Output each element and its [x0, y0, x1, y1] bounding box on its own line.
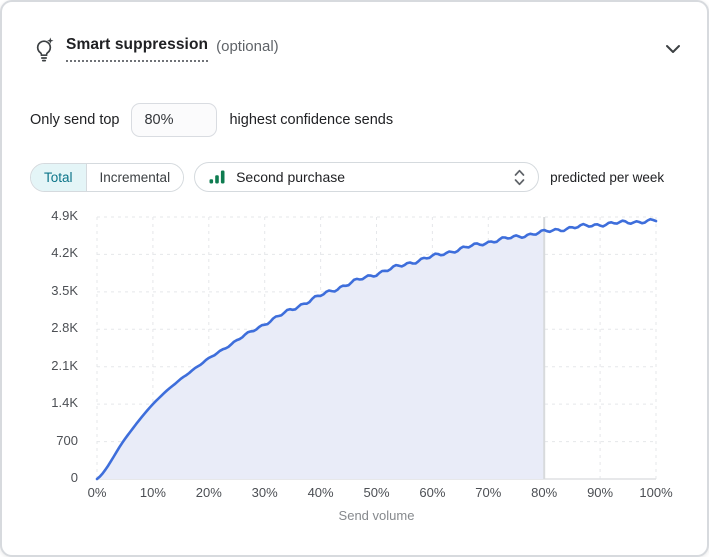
- x-tick-label: 60%: [419, 485, 446, 500]
- x-tick-label: 0%: [87, 485, 107, 500]
- x-tick-label: 20%: [195, 485, 222, 500]
- bar-chart-icon: [209, 169, 225, 185]
- panel-title: Smart suppression: [66, 36, 209, 62]
- toggle-incremental-button[interactable]: Incremental: [85, 163, 184, 191]
- x-tick-label: 50%: [363, 485, 390, 500]
- controls-row: Total Incremental Second purchase predic…: [30, 162, 687, 192]
- y-tick-label: 4.2K: [51, 245, 78, 261]
- x-tick-label: 70%: [475, 485, 502, 500]
- suppression-prefix-label: Only send top: [30, 111, 120, 128]
- y-tick-label: 2.8K: [51, 320, 78, 336]
- x-axis-title: Send volume: [338, 508, 415, 523]
- chart-plot: [95, 216, 658, 481]
- y-tick-label: 4.9K: [51, 208, 78, 223]
- panel-header: Smart suppression (optional): [32, 36, 681, 68]
- unfold-more-icon: [513, 169, 526, 186]
- chevron-down-icon[interactable]: [665, 41, 681, 59]
- confidence-chart: 4.9K 4.2K 3.5K 2.8K 2.1K 1.4K 700 0 0% 10% 20% 30% 4…: [30, 207, 685, 537]
- y-tick-label: 2.1K: [51, 357, 78, 373]
- panel-title-optional: (optional): [216, 38, 279, 55]
- predicted-per-week-label: predicted per week: [550, 169, 665, 185]
- y-tick-label: 700: [56, 432, 78, 448]
- total-incremental-toggle: Total Incremental: [30, 162, 185, 192]
- metric-select-value: Second purchase: [236, 169, 346, 185]
- x-tick-label: 10%: [139, 485, 166, 500]
- x-tick-label: 80%: [531, 485, 558, 500]
- toggle-total-button[interactable]: Total: [31, 163, 86, 191]
- y-tick-label: 1.4K: [51, 395, 78, 411]
- x-tick-label: 40%: [307, 485, 334, 500]
- suppression-row: Only send top highest confidence sends: [30, 102, 393, 137]
- x-tick-label: 90%: [587, 485, 614, 500]
- confidence-percent-input[interactable]: [131, 102, 218, 137]
- metric-select-dropdown[interactable]: Second purchase: [194, 162, 540, 192]
- x-tick-label: 30%: [251, 485, 278, 500]
- y-tick-label: 3.5K: [51, 282, 78, 298]
- x-tick-label: 100%: [639, 485, 673, 500]
- smart-bulb-icon: [32, 37, 56, 68]
- suppression-suffix-label: highest confidence sends: [229, 111, 394, 128]
- y-tick-label: 0: [70, 470, 78, 485]
